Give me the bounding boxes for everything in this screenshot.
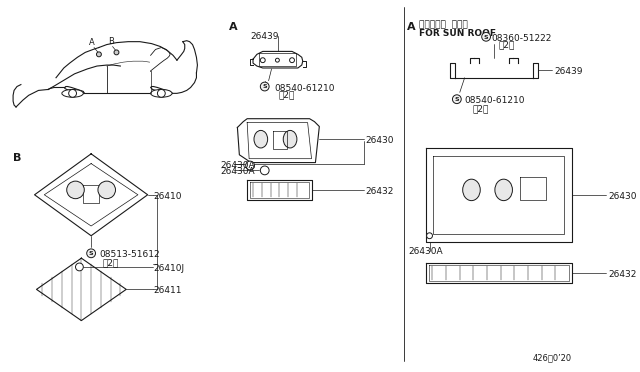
Circle shape <box>76 263 83 271</box>
Text: （2）: （2） <box>278 90 295 99</box>
Text: 26430: 26430 <box>365 136 394 145</box>
Text: 426・0’20: 426・0’20 <box>533 354 572 363</box>
Circle shape <box>289 58 294 62</box>
Ellipse shape <box>463 179 480 201</box>
Circle shape <box>427 233 433 239</box>
Text: A: A <box>89 38 95 46</box>
Circle shape <box>246 161 255 170</box>
Circle shape <box>452 95 461 103</box>
Text: 26432: 26432 <box>608 270 636 279</box>
Text: S: S <box>262 84 267 89</box>
Circle shape <box>98 181 115 199</box>
Text: （2）: （2） <box>103 258 119 267</box>
Circle shape <box>114 50 119 55</box>
Circle shape <box>157 89 165 97</box>
Text: B: B <box>13 153 22 163</box>
Text: 26410J: 26410J <box>154 264 185 273</box>
Text: 08540-61210: 08540-61210 <box>465 96 525 105</box>
Circle shape <box>87 249 95 258</box>
Circle shape <box>260 166 269 175</box>
Circle shape <box>275 58 279 62</box>
Text: （2）: （2） <box>499 41 515 50</box>
Text: S: S <box>454 97 459 102</box>
Ellipse shape <box>150 89 172 97</box>
Circle shape <box>260 58 265 62</box>
Circle shape <box>68 89 77 97</box>
Text: B: B <box>108 36 113 45</box>
Ellipse shape <box>284 131 297 148</box>
Text: 08540-61210: 08540-61210 <box>275 84 335 93</box>
Circle shape <box>482 32 490 41</box>
Text: 08513-51612: 08513-51612 <box>99 250 159 259</box>
Text: サンルーフ  シヨウ: サンルーフ シヨウ <box>419 20 468 29</box>
Text: A: A <box>407 22 416 32</box>
Text: S: S <box>484 35 488 39</box>
Ellipse shape <box>62 89 83 97</box>
Text: S: S <box>89 251 93 256</box>
Text: 26430A: 26430A <box>408 247 443 256</box>
Text: 26430: 26430 <box>608 192 637 201</box>
Circle shape <box>67 181 84 199</box>
Text: 26410: 26410 <box>154 192 182 201</box>
Text: 26432: 26432 <box>365 187 394 196</box>
Ellipse shape <box>495 179 513 201</box>
Text: 08360-51222: 08360-51222 <box>491 34 551 43</box>
Text: 26430A: 26430A <box>221 161 255 170</box>
Text: 26439: 26439 <box>250 32 279 41</box>
Text: FOR SUN ROOF: FOR SUN ROOF <box>419 29 496 38</box>
Text: 26430A: 26430A <box>221 167 255 176</box>
Text: （2）: （2） <box>472 104 489 113</box>
Circle shape <box>97 52 101 57</box>
Text: 26411: 26411 <box>154 286 182 295</box>
Text: A: A <box>228 22 237 32</box>
Text: 26439: 26439 <box>554 67 583 76</box>
Circle shape <box>260 82 269 91</box>
Ellipse shape <box>254 131 268 148</box>
